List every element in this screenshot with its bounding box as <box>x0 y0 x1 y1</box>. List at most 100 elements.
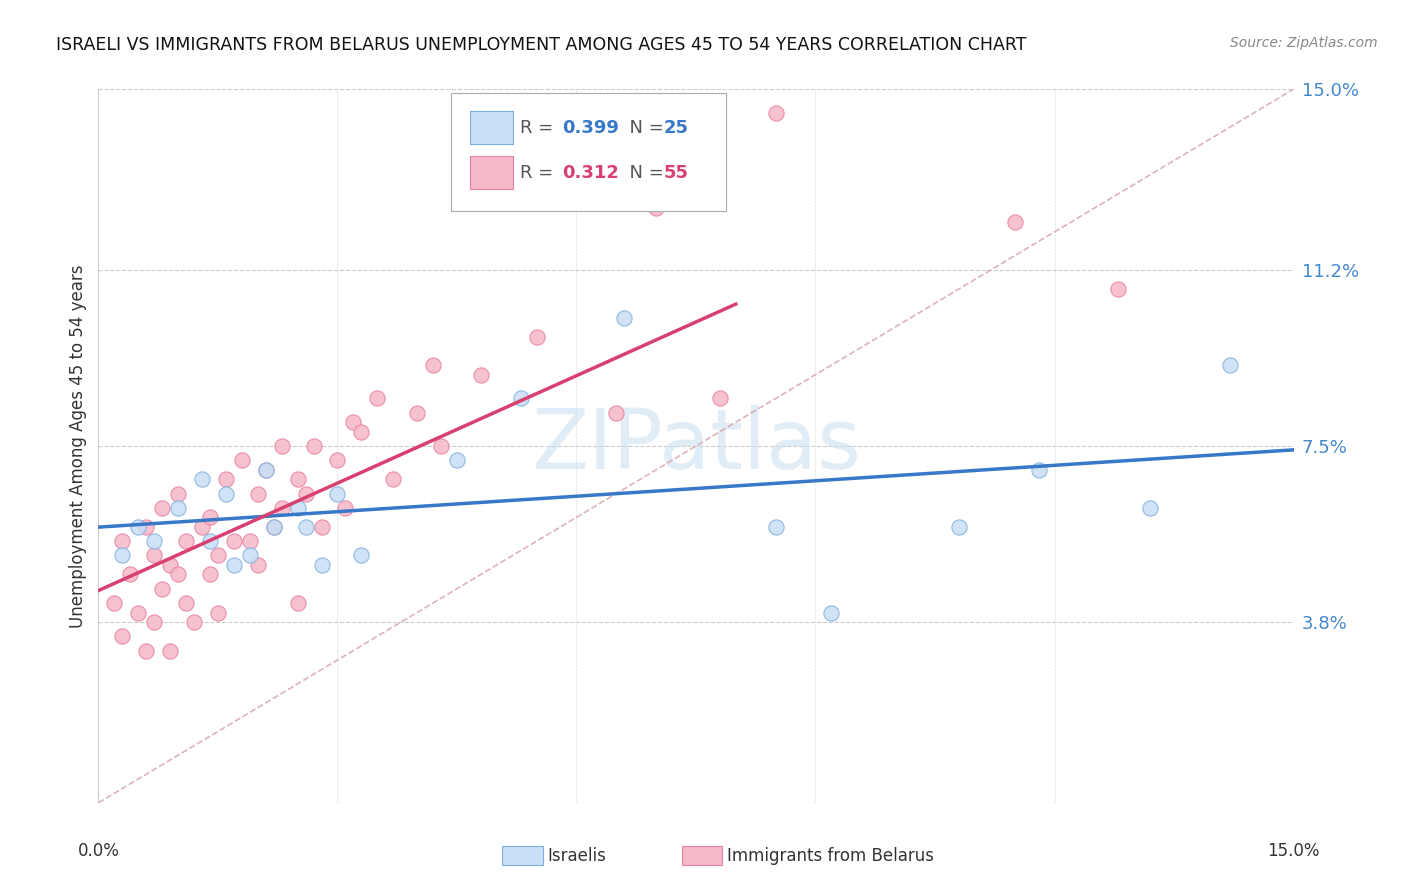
Text: 15.0%: 15.0% <box>1267 842 1320 860</box>
Point <box>294 486 316 500</box>
Point <box>207 549 229 563</box>
Point <box>231 453 253 467</box>
Point <box>174 534 197 549</box>
Point <box>239 549 262 563</box>
Point <box>948 520 970 534</box>
Point <box>820 606 842 620</box>
Point <box>1004 215 1026 229</box>
Point <box>135 520 157 534</box>
Point <box>127 520 149 534</box>
Point <box>350 425 373 439</box>
Point <box>246 558 269 572</box>
Point <box>526 329 548 343</box>
Point <box>191 520 214 534</box>
Text: R =: R = <box>520 119 560 136</box>
Point <box>311 558 333 572</box>
Point <box>167 486 190 500</box>
Y-axis label: Unemployment Among Ages 45 to 54 years: Unemployment Among Ages 45 to 54 years <box>69 264 87 628</box>
Point <box>143 549 166 563</box>
Point <box>287 500 309 515</box>
Text: N =: N = <box>619 164 669 182</box>
Point <box>246 486 269 500</box>
Point <box>215 486 238 500</box>
Point <box>174 596 197 610</box>
Point <box>645 201 668 215</box>
Point <box>150 500 173 515</box>
Point <box>1107 282 1129 296</box>
Point <box>311 520 333 534</box>
Point <box>183 615 205 629</box>
Point <box>103 596 125 610</box>
Point <box>350 549 373 563</box>
Point <box>326 486 349 500</box>
Text: 55: 55 <box>664 164 689 182</box>
Point <box>270 500 292 515</box>
Point <box>1139 500 1161 515</box>
Point <box>127 606 149 620</box>
Point <box>167 500 190 515</box>
Text: ZIPatlas: ZIPatlas <box>531 406 860 486</box>
Point <box>270 439 292 453</box>
Point <box>613 310 636 325</box>
Point <box>150 582 173 596</box>
Point <box>135 643 157 657</box>
Point <box>191 472 214 486</box>
Point <box>111 629 134 643</box>
FancyBboxPatch shape <box>470 112 513 145</box>
Point <box>446 453 468 467</box>
Point <box>765 520 787 534</box>
Point <box>159 643 181 657</box>
Point <box>382 472 405 486</box>
Point <box>198 510 221 524</box>
Point <box>263 520 285 534</box>
Point <box>222 558 245 572</box>
Text: N =: N = <box>619 119 669 136</box>
Point <box>406 406 429 420</box>
Point <box>287 472 309 486</box>
Point <box>254 463 277 477</box>
Text: Israelis: Israelis <box>548 847 606 864</box>
Point <box>342 415 364 429</box>
Point <box>143 534 166 549</box>
Text: ISRAELI VS IMMIGRANTS FROM BELARUS UNEMPLOYMENT AMONG AGES 45 TO 54 YEARS CORREL: ISRAELI VS IMMIGRANTS FROM BELARUS UNEMP… <box>56 36 1026 54</box>
Point <box>111 549 134 563</box>
Point <box>302 439 325 453</box>
Point <box>366 392 388 406</box>
Text: 0.399: 0.399 <box>562 119 619 136</box>
Point <box>143 615 166 629</box>
Point <box>111 534 134 549</box>
Point <box>335 500 357 515</box>
FancyBboxPatch shape <box>451 93 725 211</box>
Text: 25: 25 <box>664 119 689 136</box>
Point <box>605 406 627 420</box>
Point <box>422 358 444 372</box>
Point <box>709 392 731 406</box>
Point <box>509 392 531 406</box>
Point <box>263 520 285 534</box>
Point <box>207 606 229 620</box>
Text: Source: ZipAtlas.com: Source: ZipAtlas.com <box>1230 36 1378 50</box>
FancyBboxPatch shape <box>470 156 513 189</box>
Point <box>120 567 142 582</box>
Point <box>326 453 349 467</box>
Text: 0.312: 0.312 <box>562 164 619 182</box>
Point <box>239 534 262 549</box>
Point <box>159 558 181 572</box>
Point <box>167 567 190 582</box>
Text: 0.0%: 0.0% <box>77 842 120 860</box>
Point <box>1028 463 1050 477</box>
Point <box>215 472 238 486</box>
Point <box>294 520 316 534</box>
Text: Immigrants from Belarus: Immigrants from Belarus <box>727 847 934 864</box>
Point <box>254 463 277 477</box>
FancyBboxPatch shape <box>502 847 543 865</box>
Text: R =: R = <box>520 164 560 182</box>
Point <box>222 534 245 549</box>
Point <box>198 567 221 582</box>
Point <box>1219 358 1241 372</box>
Point <box>765 106 787 120</box>
Point <box>198 534 221 549</box>
Point <box>430 439 453 453</box>
Point <box>470 368 492 382</box>
FancyBboxPatch shape <box>682 847 723 865</box>
